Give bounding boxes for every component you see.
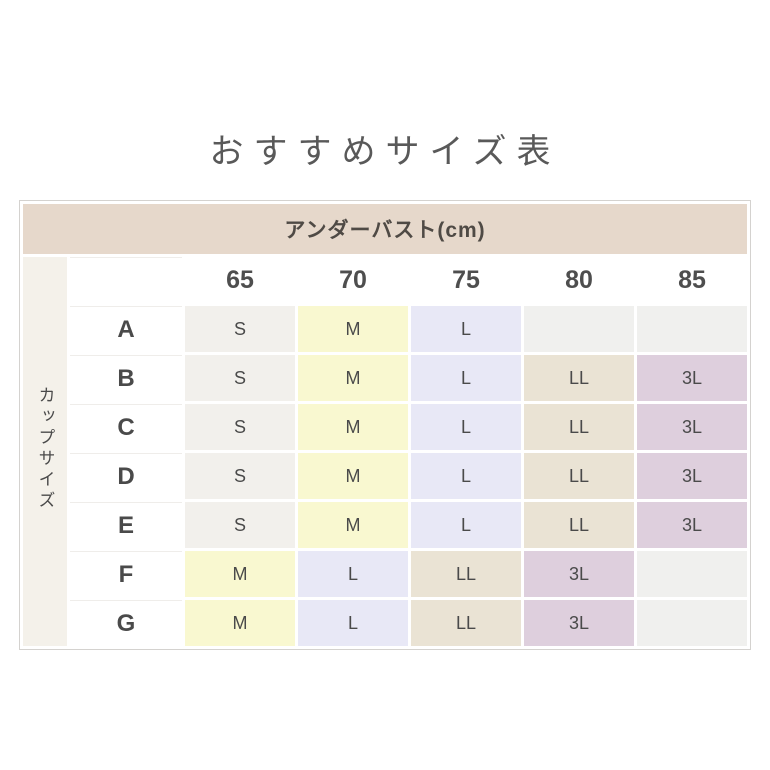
- size-cell-e65: S: [185, 502, 295, 548]
- table-row-band-header: アンダーバスト(cm): [23, 204, 748, 254]
- size-cell-e70: M: [298, 502, 408, 548]
- table-row-cup-a: A S M L: [23, 306, 748, 352]
- size-cell-b75: L: [411, 355, 521, 401]
- size-cell-c70: M: [298, 404, 408, 450]
- size-cell-g65: M: [185, 600, 295, 646]
- table-row-column-headers: カップサイズ 65 70 75 80 85: [23, 257, 748, 646]
- row-label-d: D: [70, 453, 182, 499]
- size-cell-d65: S: [185, 453, 295, 499]
- size-cell-g80: 3L: [524, 600, 634, 646]
- size-cell-b85: 3L: [637, 355, 748, 401]
- size-cell-f65: M: [185, 551, 295, 597]
- size-cell-f70: L: [298, 551, 408, 597]
- column-header-70: 70: [298, 257, 408, 303]
- size-cell-b80: LL: [524, 355, 634, 401]
- row-label-c: C: [70, 404, 182, 450]
- size-cell-g75: LL: [411, 600, 521, 646]
- table-row-cup-e: E S M L LL 3L: [23, 502, 748, 548]
- row-label-f: F: [70, 551, 182, 597]
- column-header-80: 80: [524, 257, 634, 303]
- table-row-cup-b: B S M L LL 3L: [23, 355, 748, 401]
- row-label-a: A: [70, 306, 182, 352]
- size-cell-c80: LL: [524, 404, 634, 450]
- size-cell-f80: 3L: [524, 551, 634, 597]
- corner-blank-cell: [70, 257, 182, 303]
- size-cell-g70: L: [298, 600, 408, 646]
- table-row-cup-d: D S M L LL 3L: [23, 453, 748, 499]
- column-header-65: 65: [185, 257, 295, 303]
- column-header-75: 75: [411, 257, 521, 303]
- row-label-g: G: [70, 600, 182, 646]
- underbust-header: アンダーバスト(cm): [23, 204, 748, 254]
- size-cell-c75: L: [411, 404, 521, 450]
- table-row-cup-c: C S M L LL 3L: [23, 404, 748, 450]
- size-cell-f85: [637, 551, 748, 597]
- size-cell-e85: 3L: [637, 502, 748, 548]
- size-cell-a65: S: [185, 306, 295, 352]
- size-cell-d85: 3L: [637, 453, 748, 499]
- size-cell-c85: 3L: [637, 404, 748, 450]
- column-header-85: 85: [637, 257, 748, 303]
- table-row-cup-g: G M L LL 3L: [23, 600, 748, 646]
- table-row-cup-f: F M L LL 3L: [23, 551, 748, 597]
- size-cell-d80: LL: [524, 453, 634, 499]
- size-cell-d75: L: [411, 453, 521, 499]
- size-cell-d70: M: [298, 453, 408, 499]
- cup-size-side-label-cell: カップサイズ: [23, 257, 67, 646]
- size-cell-a85: [637, 306, 748, 352]
- size-cell-a70: M: [298, 306, 408, 352]
- row-label-b: B: [70, 355, 182, 401]
- size-cell-f75: LL: [411, 551, 521, 597]
- cup-size-side-label: カップサイズ: [35, 386, 55, 512]
- size-cell-b65: S: [185, 355, 295, 401]
- size-cell-a80: [524, 306, 634, 352]
- size-cell-e75: L: [411, 502, 521, 548]
- size-cell-b70: M: [298, 355, 408, 401]
- size-cell-c65: S: [185, 404, 295, 450]
- row-label-e: E: [70, 502, 182, 548]
- size-cell-g85: [637, 600, 748, 646]
- size-cell-a75: L: [411, 306, 521, 352]
- size-chart-container: アンダーバスト(cm) カップサイズ 65 70 75 80 85 A S M …: [19, 200, 752, 650]
- size-cell-e80: LL: [524, 502, 634, 548]
- page-title: おすすめサイズ表: [209, 133, 561, 171]
- size-chart-table: アンダーバスト(cm) カップサイズ 65 70 75 80 85 A S M …: [19, 200, 752, 650]
